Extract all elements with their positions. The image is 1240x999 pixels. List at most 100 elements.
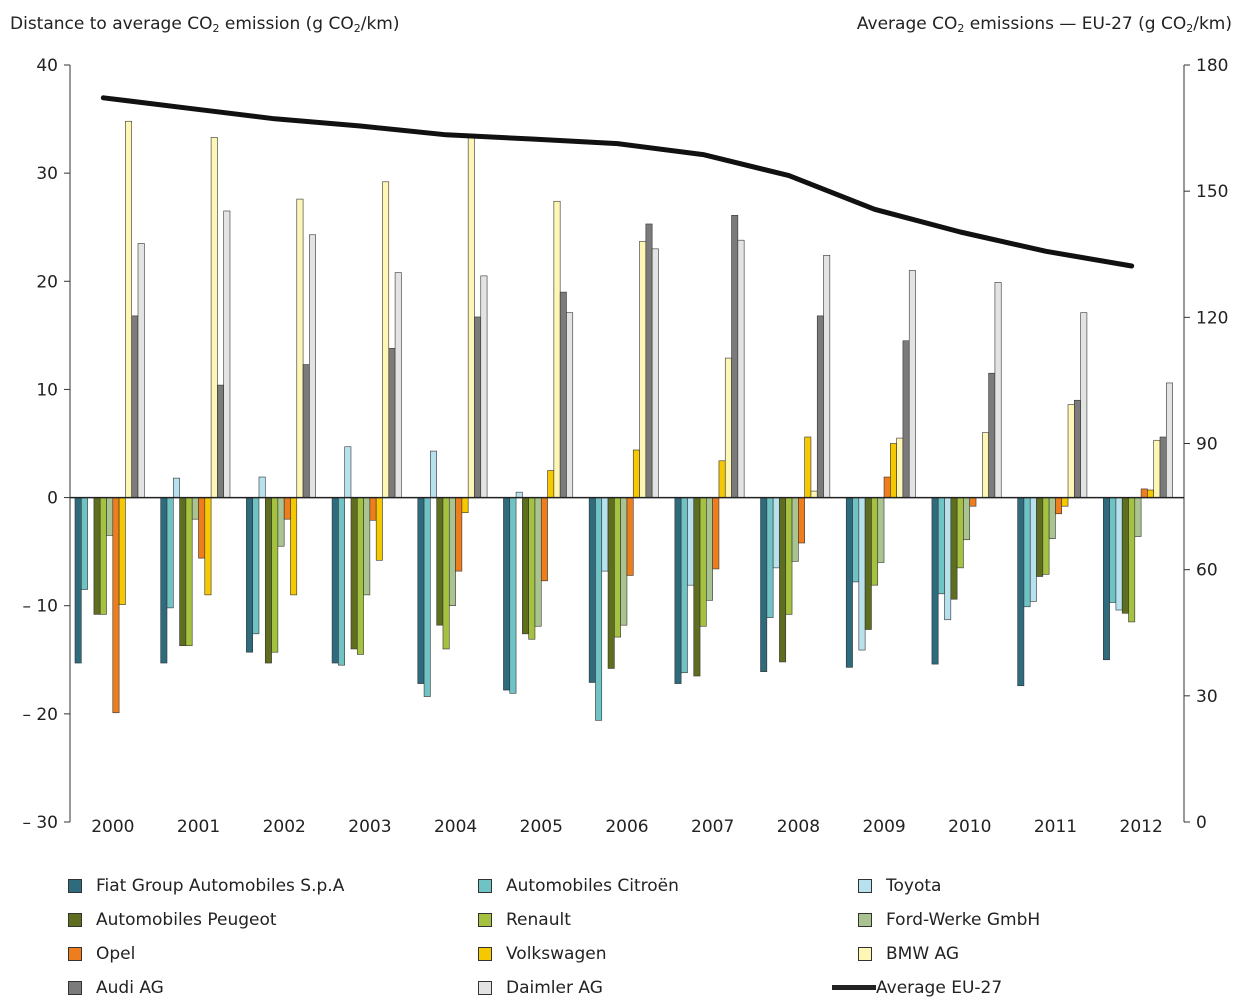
bar xyxy=(417,497,425,684)
legend-swatch xyxy=(858,878,872,893)
bar xyxy=(950,497,958,600)
left-tick-label: – 20 xyxy=(22,705,58,725)
bar xyxy=(760,497,768,672)
legend-label: Ford-Werke GmbH xyxy=(886,909,1041,930)
left-tick-label: 30 xyxy=(36,164,58,184)
legend-swatch xyxy=(478,878,492,893)
bar xyxy=(1017,497,1025,687)
bar xyxy=(902,340,910,498)
bar xyxy=(1159,436,1167,498)
bar xyxy=(614,497,621,638)
bar xyxy=(185,497,193,647)
bar xyxy=(693,497,701,677)
bar xyxy=(982,432,989,498)
bar xyxy=(883,476,891,498)
legend-label: Fiat Group Automobiles S.p.A xyxy=(96,875,345,896)
legend-label: Average EU-27 xyxy=(876,977,1003,998)
bar xyxy=(210,137,218,498)
bar xyxy=(607,497,615,669)
bar xyxy=(363,497,371,596)
bar xyxy=(93,497,101,615)
bar xyxy=(509,497,517,694)
bar xyxy=(706,497,713,601)
bar xyxy=(1128,497,1136,623)
bar xyxy=(595,497,603,721)
legend-item: Fiat Group Automobiles S.p.A xyxy=(68,874,478,897)
bar xyxy=(338,497,345,666)
bar xyxy=(810,490,818,498)
bar xyxy=(944,497,952,621)
x-tick-label: 2000 xyxy=(91,817,134,837)
bar xyxy=(1103,497,1110,661)
legend-swatch xyxy=(68,946,82,961)
legend-item: Toyota xyxy=(858,874,1228,897)
bar xyxy=(198,497,206,559)
bar xyxy=(125,120,133,498)
x-tick-label: 2008 xyxy=(777,817,820,837)
bar xyxy=(798,497,805,544)
x-tick-label: 2010 xyxy=(948,817,991,837)
left-tick-label: – 10 xyxy=(22,597,58,617)
bar xyxy=(430,450,437,498)
bar xyxy=(1166,382,1173,498)
bar xyxy=(369,497,377,521)
bar xyxy=(191,497,199,520)
bar xyxy=(588,497,596,683)
bar xyxy=(766,497,774,618)
bar xyxy=(81,497,88,590)
bar xyxy=(908,270,916,498)
legend-swatch xyxy=(68,878,82,893)
bar xyxy=(375,497,383,561)
left-axis-title: Distance to average CO2 emission (g CO2/… xyxy=(10,14,400,35)
bar xyxy=(699,497,707,627)
bar xyxy=(852,497,860,583)
bar xyxy=(309,234,316,498)
x-tick-label: 2012 xyxy=(1120,817,1163,837)
bar xyxy=(651,248,659,498)
x-tick-label: 2007 xyxy=(691,817,734,837)
bar xyxy=(1029,497,1037,602)
bar xyxy=(547,470,555,498)
legend-item: Daimler AG xyxy=(478,976,858,999)
legend-label: Daimler AG xyxy=(506,977,603,998)
bar xyxy=(1036,497,1044,577)
bar xyxy=(1055,497,1063,515)
bar xyxy=(522,497,529,635)
legend-label: Automobiles Peugeot xyxy=(96,909,277,930)
legend-line-swatch xyxy=(832,985,876,990)
bar xyxy=(166,497,174,609)
left-tick-label: 20 xyxy=(36,272,58,292)
legend-swatch xyxy=(858,946,872,961)
bar xyxy=(283,497,291,520)
bar xyxy=(131,315,139,498)
bar xyxy=(290,497,298,596)
bar xyxy=(1042,497,1050,575)
bar xyxy=(731,215,739,498)
bar xyxy=(331,497,339,664)
bar xyxy=(534,497,542,627)
bar xyxy=(246,497,253,653)
bar xyxy=(823,255,831,498)
left-tick-label: 40 xyxy=(36,56,58,76)
bar xyxy=(931,497,939,665)
average-eu27-line xyxy=(100,95,1135,269)
chart-plot-area: – 30 – 20 – 10 0 10 20 30 40 0 30 60 90 120 150 180 200… xyxy=(22,56,1228,837)
legend-label: Volkswagen xyxy=(506,943,607,964)
right-tick-label: 60 xyxy=(1196,561,1218,581)
legend-item: Average EU-27 xyxy=(832,976,1228,999)
bar xyxy=(217,384,224,498)
bar xyxy=(277,497,285,547)
bar xyxy=(271,497,279,653)
bar xyxy=(204,497,212,596)
legend-item: Automobiles Peugeot xyxy=(68,908,478,931)
bar xyxy=(890,443,897,498)
x-tick-label: 2004 xyxy=(434,817,477,837)
bar xyxy=(845,497,853,668)
legend-label: Opel xyxy=(96,943,136,964)
legend-item: Ford-Werke GmbH xyxy=(858,908,1228,931)
bar xyxy=(74,497,82,664)
bar xyxy=(1140,488,1148,498)
legend-label: BMW AG xyxy=(886,943,960,964)
bar xyxy=(344,446,352,498)
legend-swatch xyxy=(478,980,492,995)
